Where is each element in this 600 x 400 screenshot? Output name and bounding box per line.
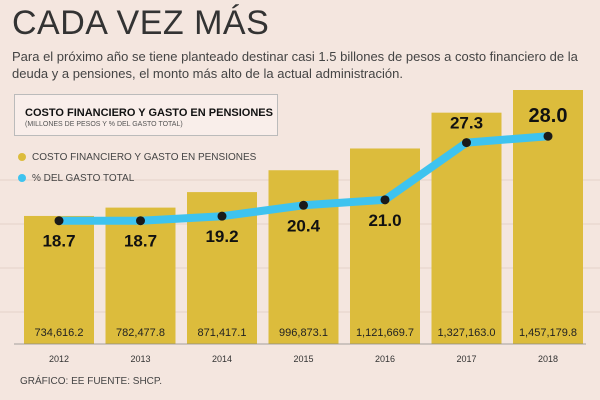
line-point-2013 — [136, 216, 145, 226]
bar-2012 — [24, 215, 94, 344]
x-tick-label: 2014 — [212, 354, 232, 364]
bar-value-label: 871,417.1 — [198, 327, 247, 339]
bar-value-label: 1,327,163.0 — [437, 327, 495, 339]
page-title: CADA VEZ MÁS — [12, 4, 270, 42]
line-legend-icon — [18, 174, 26, 182]
line-value-label: 27.3 — [450, 114, 483, 133]
line-point-2018 — [543, 131, 553, 141]
x-tick-label: 2017 — [456, 354, 476, 364]
legend-box-title: COSTO FINANCIERO Y GASTO EN PENSIONES — [25, 107, 273, 119]
x-tick-label: 2012 — [49, 354, 69, 364]
legend-item-bar: COSTO FINANCIERO Y GASTO EN PENSIONES — [18, 152, 256, 163]
x-tick-label: 2016 — [375, 354, 395, 364]
legend-item-line: % DEL GASTO TOTAL — [18, 173, 134, 184]
line-value-label: 18.7 — [42, 232, 75, 251]
line-value-label: 20.4 — [287, 216, 321, 235]
bar-2017 — [431, 112, 502, 344]
bar-value-label: 782,477.8 — [116, 327, 165, 339]
line-point-2012 — [54, 216, 64, 226]
legend-box: COSTO FINANCIERO Y GASTO EN PENSIONES (M… — [14, 94, 278, 136]
line-point-2014 — [217, 211, 227, 221]
bar-2015 — [268, 170, 339, 344]
line-point-2016 — [380, 195, 390, 205]
bar-value-label: 1,457,179.8 — [519, 327, 577, 339]
x-tick-label: 2015 — [293, 354, 313, 364]
bar-legend-icon — [18, 153, 26, 161]
line-point-2017 — [462, 138, 471, 148]
legend-bar-label: COSTO FINANCIERO Y GASTO EN PENSIONES — [32, 152, 257, 163]
bar-value-label: 996,873.1 — [279, 327, 328, 339]
line-value-label: 21.0 — [368, 211, 401, 230]
line-point-2015 — [299, 200, 308, 210]
legend-box-subtitle: (MILLONES DE PESOS Y % DEL GASTO TOTAL) — [25, 121, 183, 128]
bar-value-label: 734,616.2 — [35, 327, 84, 339]
bar-2013 — [105, 207, 176, 344]
bar-2018 — [513, 90, 583, 344]
x-tick-label: 2013 — [130, 354, 150, 364]
page-subtitle: Para el próximo año se tiene planteado d… — [12, 49, 578, 81]
source-note: GRÁFICO: EE FUENTE: SHCP. — [20, 376, 163, 387]
x-tick-label: 2018 — [538, 354, 558, 364]
legend-line-label: % DEL GASTO TOTAL — [32, 173, 135, 184]
line-value-label: 28.0 — [529, 105, 568, 127]
line-value-label: 19.2 — [205, 227, 238, 246]
line-value-label: 18.7 — [124, 232, 157, 251]
bar-value-label: 1,121,669.7 — [356, 327, 414, 339]
